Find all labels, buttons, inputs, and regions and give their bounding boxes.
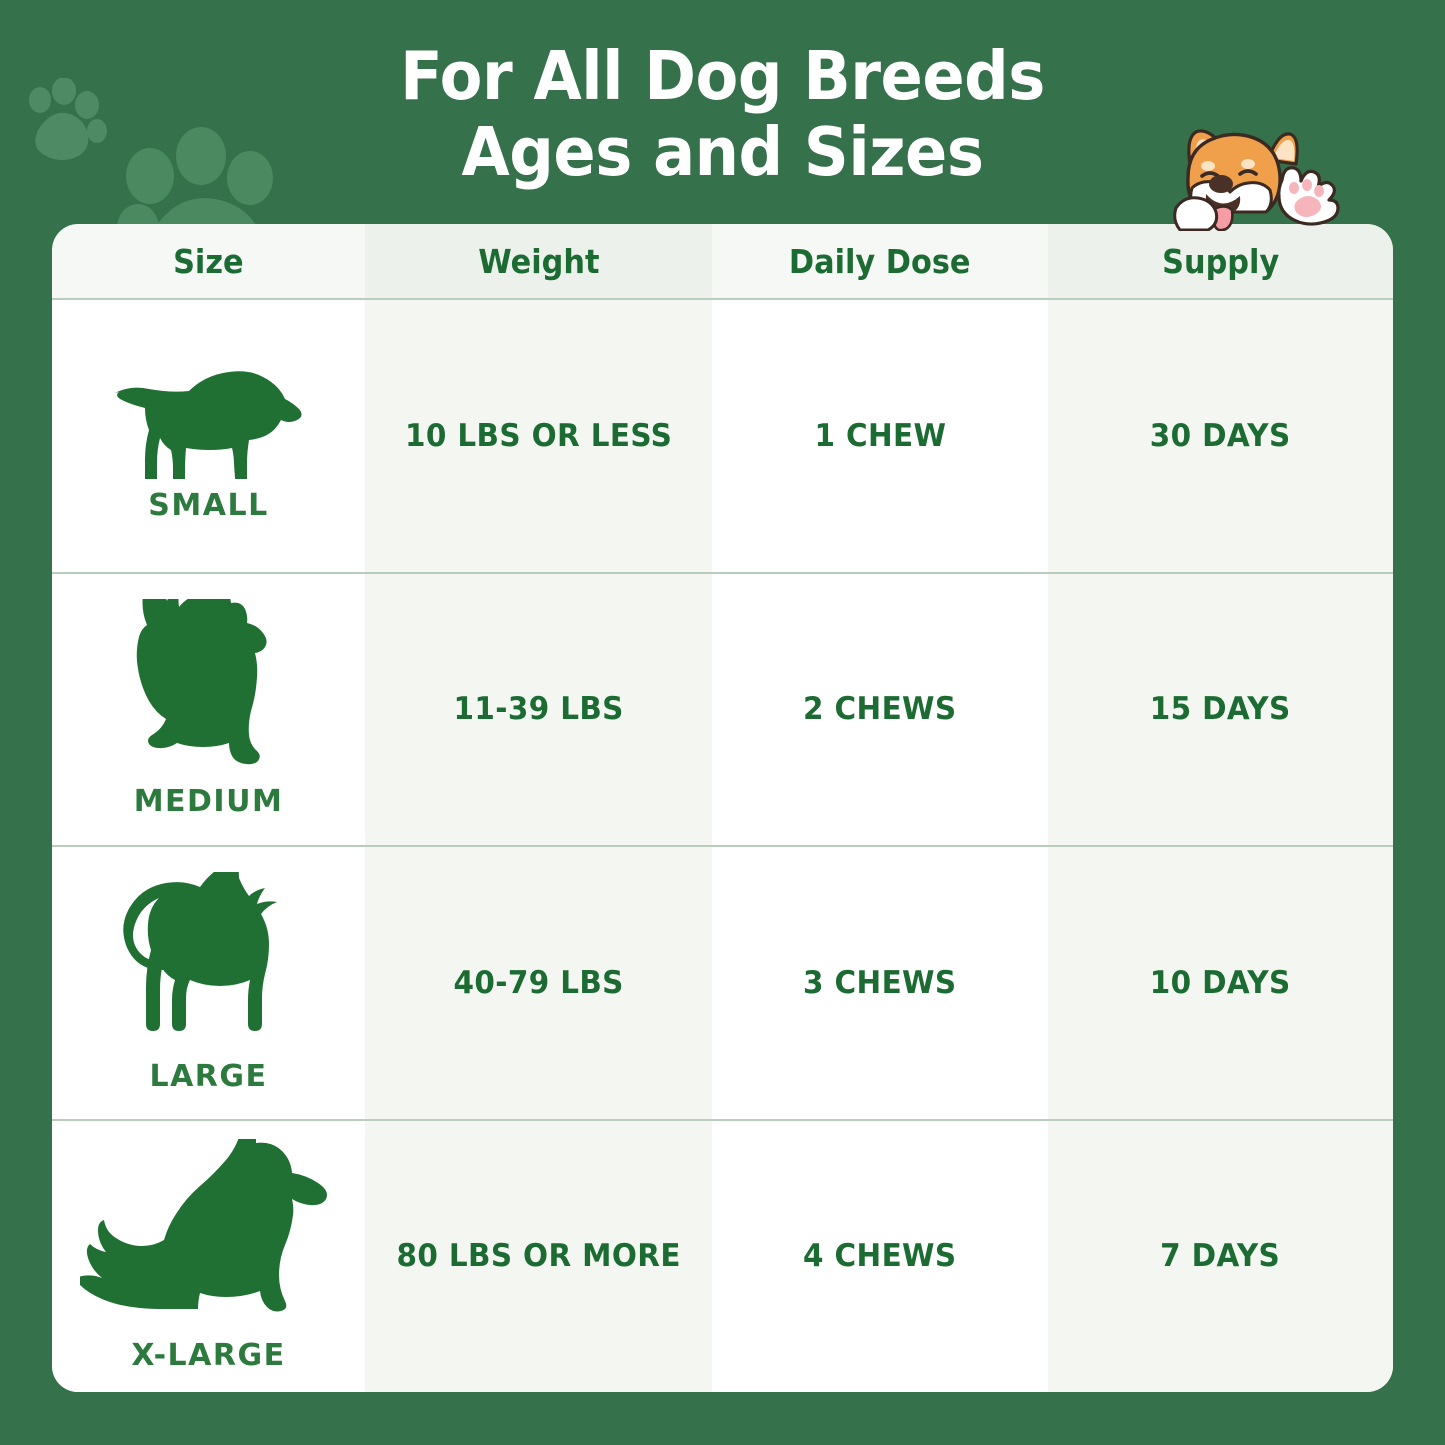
cell-supply: 10 DAYS [1048, 847, 1393, 1119]
weight-value: 40-79 LBS [453, 964, 624, 1001]
page-title: For All Dog Breeds Ages and Sizes [0, 38, 1445, 190]
cell-daily-dose: 3 CHEWS [712, 847, 1048, 1119]
table-row: SMALL 10 LBS OR LESS 1 CHEW 30 DAYS [52, 298, 1393, 572]
title-line-2: Ages and Sizes [461, 113, 984, 191]
column-header-supply: Supply [1048, 224, 1393, 298]
column-header-size: Size [52, 224, 365, 298]
weight-value: 11-39 LBS [453, 691, 624, 728]
cell-daily-dose: 4 CHEWS [712, 1120, 1048, 1392]
daily-dose-value: 4 CHEWS [803, 1238, 957, 1275]
cell-weight: 80 LBS OR MORE [365, 1120, 712, 1392]
table-header-row: Size Weight Daily Dose Supply [52, 224, 1393, 298]
cell-daily-dose: 1 CHEW [712, 300, 1048, 572]
size-label: SMALL [148, 487, 269, 523]
daily-dose-value: 3 CHEWS [803, 964, 957, 1001]
cell-size: LARGE [52, 847, 365, 1119]
dosage-table: Size Weight Daily Dose Supply [52, 224, 1393, 1392]
supply-value: 7 DAYS [1160, 1238, 1281, 1275]
cell-weight: 40-79 LBS [365, 847, 712, 1119]
cell-size: MEDIUM [52, 563, 365, 845]
size-label: MEDIUM [133, 784, 284, 820]
weight-value: 10 LBS OR LESS [404, 417, 673, 454]
supply-value: 10 DAYS [1150, 964, 1291, 1001]
size-label: LARGE [149, 1058, 268, 1094]
cell-size: SMALL [52, 300, 365, 572]
table-row: X-LARGE 80 LBS OR MORE 4 CHEWS 7 DAYS [52, 1112, 1393, 1392]
column-header-daily-dose: Daily Dose [712, 224, 1048, 298]
dog-silhouette-small-standing-puppy-icon [105, 349, 313, 490]
daily-dose-value: 1 CHEW [814, 417, 946, 454]
dog-silhouette-xlarge-sitting-golden-retriever-icon [76, 1112, 338, 1334]
column-header-weight-label: Weight [477, 241, 600, 281]
cell-supply: 15 DAYS [1048, 573, 1393, 845]
cell-supply: 30 DAYS [1048, 300, 1393, 572]
size-label: X-LARGE [131, 1338, 286, 1374]
cell-size: X-LARGE [52, 1112, 365, 1392]
dog-silhouette-medium-sitting-retriever-icon [119, 563, 299, 780]
column-header-weight: Weight [365, 224, 712, 298]
cell-weight: 10 LBS OR LESS [365, 300, 712, 572]
column-header-supply-label: Supply [1161, 241, 1280, 281]
supply-value: 30 DAYS [1150, 417, 1291, 454]
table-row: LARGE 40-79 LBS 3 CHEWS 10 DAYS [52, 845, 1393, 1119]
column-header-daily-dose-label: Daily Dose [789, 241, 971, 281]
cell-weight: 11-39 LBS [365, 573, 712, 845]
daily-dose-value: 2 CHEWS [803, 691, 957, 728]
column-header-size-label: Size [173, 241, 244, 281]
dog-silhouette-large-curled-tail-husky-icon [109, 850, 309, 1055]
weight-value: 80 LBS OR MORE [396, 1238, 681, 1275]
title-line-1: For All Dog Breeds [400, 37, 1045, 115]
cell-supply: 7 DAYS [1048, 1120, 1393, 1392]
supply-value: 15 DAYS [1150, 691, 1291, 728]
cell-daily-dose: 2 CHEWS [712, 573, 1048, 845]
shiba-inu-peeking-icon [1172, 126, 1347, 232]
table-row: MEDIUM 11-39 LBS 2 CHEWS 15 DAYS [52, 563, 1393, 845]
dosage-table-card: Size Weight Daily Dose Supply [52, 224, 1393, 1392]
